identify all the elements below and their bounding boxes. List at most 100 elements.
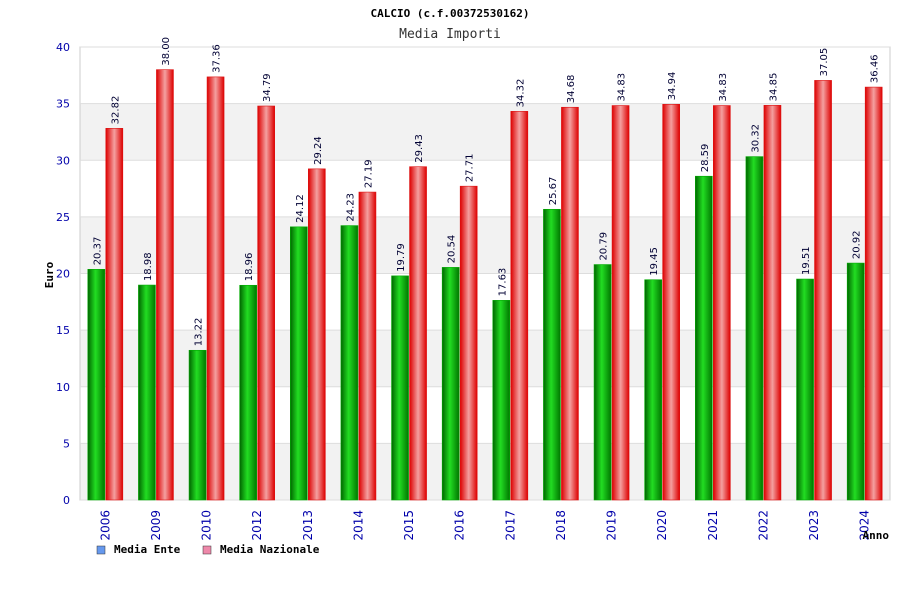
legend: Media Ente Media Nazionale xyxy=(96,543,320,556)
bars-group: 20.37 32.82 18.98 38.00 13.22 37.36 18.96 34.79… xyxy=(87,37,883,501)
y-tick-label: 40 xyxy=(56,41,70,54)
data-label: 34.32 xyxy=(515,79,526,108)
x-tick-label: 2022 xyxy=(756,510,770,541)
data-label: 19.51 xyxy=(801,246,812,275)
y-axis-label: Euro xyxy=(43,261,56,288)
data-label: 34.79 xyxy=(262,73,273,102)
y-tick-label: 0 xyxy=(63,494,70,507)
x-tick-label: 2020 xyxy=(655,510,669,541)
data-label: 24.23 xyxy=(345,193,356,222)
data-label: 17.63 xyxy=(497,268,508,297)
x-tick-label: 2021 xyxy=(706,510,720,541)
x-axis-label: Anno xyxy=(863,529,890,542)
legend-label-ente: Media Ente xyxy=(114,543,181,556)
y-tick-label: 20 xyxy=(56,268,70,281)
data-label: 19.79 xyxy=(396,243,407,272)
bar-nazionale xyxy=(358,191,377,501)
x-tick-label: 2006 xyxy=(98,510,112,541)
legend-swatch-nazionale xyxy=(202,545,212,555)
bar-nazionale xyxy=(156,69,174,501)
data-label: 34.68 xyxy=(566,75,577,104)
bar-nazionale xyxy=(206,76,225,501)
bar-nazionale xyxy=(409,166,427,501)
bar-nazionale xyxy=(763,105,782,501)
bar-ente xyxy=(846,262,865,501)
x-tick-label: 2014 xyxy=(351,510,365,541)
legend-label-nazionale: Media Nazionale xyxy=(220,543,320,556)
bar-nazionale xyxy=(257,105,275,501)
y-tick-label: 15 xyxy=(56,324,70,337)
bar-nazionale xyxy=(308,168,326,501)
data-label: 37.05 xyxy=(819,48,830,77)
x-tick-label: 2010 xyxy=(200,510,214,541)
bar-ente xyxy=(441,267,460,501)
bar-ente xyxy=(188,349,207,501)
data-label: 38.00 xyxy=(161,37,172,66)
data-label: 20.92 xyxy=(852,230,863,259)
data-label: 19.45 xyxy=(649,247,660,276)
x-tick-label: 2023 xyxy=(807,510,821,541)
x-tick-label: 2009 xyxy=(149,510,163,541)
bar-ente xyxy=(796,278,814,501)
x-tick-label: 2018 xyxy=(554,510,568,541)
y-tick-label: 30 xyxy=(56,154,70,167)
bar-nazionale xyxy=(459,185,478,501)
y-tick-label: 25 xyxy=(56,211,70,224)
bar-nazionale xyxy=(662,104,680,501)
data-label: 36.46 xyxy=(870,54,881,83)
x-tick-label: 2016 xyxy=(453,510,467,541)
bar-nazionale xyxy=(864,86,883,501)
data-label: 24.12 xyxy=(295,194,306,223)
bar-ente xyxy=(340,225,359,501)
data-label: 34.83 xyxy=(617,73,628,102)
bar-ente xyxy=(593,264,612,501)
data-label: 27.71 xyxy=(465,154,476,183)
y-tick-label: 35 xyxy=(56,98,70,111)
data-label: 25.67 xyxy=(548,177,559,206)
bar-nazionale xyxy=(713,105,731,501)
bar-ente xyxy=(695,175,713,501)
data-label: 34.85 xyxy=(768,73,779,102)
data-label: 32.82 xyxy=(110,96,121,125)
bar-ente xyxy=(391,275,409,501)
bar-nazionale xyxy=(510,111,529,501)
data-label: 18.98 xyxy=(143,252,154,281)
x-tick-label: 2015 xyxy=(402,510,416,541)
y-tick-label: 5 xyxy=(63,437,70,450)
legend-swatch-ente xyxy=(96,545,106,555)
bar-nazionale xyxy=(561,106,579,501)
bar-nazionale xyxy=(611,105,630,501)
bar-ente xyxy=(543,208,561,501)
data-label: 34.83 xyxy=(718,73,729,102)
bar-nazionale xyxy=(105,128,124,501)
bar-ente xyxy=(290,226,308,501)
x-tick-label: 2024 xyxy=(858,510,872,541)
tick-labels: 0 5 10 15 20 25 30 35 40 2006 2009 2010 2012 2013 2014… xyxy=(56,41,872,541)
data-label: 29.43 xyxy=(414,134,425,163)
bar-ente xyxy=(239,284,257,501)
x-tick-label: 2013 xyxy=(301,510,315,541)
bar-ente xyxy=(138,284,156,501)
data-label: 18.96 xyxy=(244,253,255,282)
chart-subtitle: Media Importi xyxy=(399,27,501,42)
data-label: 29.24 xyxy=(313,136,324,165)
data-label: 27.19 xyxy=(363,159,374,188)
x-tick-label: 2019 xyxy=(605,510,619,541)
data-label: 28.59 xyxy=(700,144,711,173)
bar-nazionale xyxy=(814,80,832,501)
y-tick-label: 10 xyxy=(56,381,70,394)
data-label: 37.36 xyxy=(212,44,223,73)
bar-ente xyxy=(644,279,662,501)
chart-title: CALCIO (c.f.00372530162) xyxy=(371,7,530,20)
data-label: 20.79 xyxy=(599,232,610,261)
data-label: 20.54 xyxy=(447,235,458,264)
bar-ente xyxy=(492,300,511,501)
data-label: 13.22 xyxy=(194,318,205,347)
bar-ente xyxy=(87,269,106,501)
data-label: 20.37 xyxy=(92,237,103,266)
data-label: 30.32 xyxy=(750,124,761,153)
bar-ente xyxy=(745,156,764,501)
x-tick-label: 2017 xyxy=(503,510,517,541)
x-tick-label: 2012 xyxy=(250,510,264,541)
